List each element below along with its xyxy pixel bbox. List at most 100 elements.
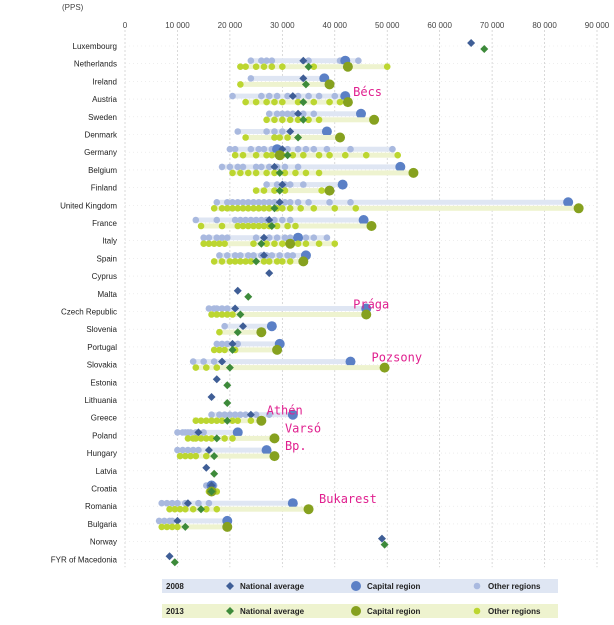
- range-bar-y13: [180, 453, 275, 459]
- capital-region-point-y08: [395, 161, 406, 172]
- other-region-point-y13: [302, 240, 310, 247]
- legend-year: 2008: [166, 582, 184, 591]
- other-region-point-y13: [265, 205, 273, 212]
- other-region-point-y08: [265, 163, 273, 171]
- capital-region-point-y08: [321, 126, 332, 137]
- x-tick-label: 50 000: [375, 21, 400, 30]
- other-region-point-y08: [250, 252, 257, 259]
- x-axis-ticks: 0 10 000 20 000 30 000 40 000 50 000 60 000 70 …: [123, 21, 610, 30]
- unit-label: (PPS): [62, 3, 84, 12]
- x-tick-label: 90 000: [585, 21, 610, 30]
- other-region-point-y13: [255, 205, 263, 212]
- other-region-point-y13: [271, 134, 278, 141]
- other-region-point-y08: [200, 358, 207, 365]
- national-average-point-y13: [170, 558, 179, 567]
- national-average-point-y08: [228, 339, 237, 348]
- country-row: Romania: [85, 498, 597, 515]
- other-region-point-y08: [268, 57, 276, 64]
- legend-national-marker: [226, 582, 234, 590]
- other-region-point-y13: [242, 98, 249, 106]
- legend-capital-label: Capital region: [367, 607, 420, 616]
- other-region-point-y13: [239, 151, 247, 159]
- capital-region-point-y08: [358, 215, 369, 225]
- legend-other-label: Other regions: [488, 607, 541, 616]
- capital-region-point-y13: [222, 521, 233, 532]
- national-average-point-y13: [228, 345, 237, 354]
- other-region-point-y08: [234, 199, 242, 206]
- annotation-label: Bécs: [353, 85, 382, 99]
- national-average-point-y08: [207, 393, 216, 401]
- country-row: Portugal: [87, 338, 597, 355]
- national-average-point-y08: [165, 552, 174, 561]
- other-region-point-y13: [271, 98, 278, 106]
- other-region-point-y13: [197, 435, 205, 442]
- range-bar-y08: [216, 341, 280, 347]
- other-region-point-y13: [265, 258, 273, 265]
- other-region-point-y13: [250, 240, 257, 247]
- national-average-point-y13: [207, 487, 216, 496]
- other-region-point-y13: [336, 98, 344, 106]
- other-region-point-y13: [271, 187, 278, 194]
- country-label: Portugal: [87, 343, 117, 352]
- other-region-point-y13: [279, 205, 286, 212]
- other-region-point-y08: [213, 216, 221, 224]
- capital-region-point-y08: [287, 498, 298, 509]
- other-region-point-y08: [239, 163, 247, 171]
- x-tick-label: 10 000: [165, 21, 190, 30]
- country-label: Slovenia: [86, 325, 117, 334]
- national-average-point-y13: [233, 328, 242, 337]
- other-region-point-y08: [271, 128, 278, 135]
- other-region-point-y13: [213, 311, 221, 318]
- other-region-point-y08: [234, 163, 242, 171]
- other-region-point-y08: [273, 92, 281, 100]
- legend-row: 2008 National average Capital region Other …: [162, 579, 558, 593]
- national-average-point-y08: [377, 534, 386, 543]
- other-region-point-y13: [208, 311, 215, 318]
- other-region-point-y08: [200, 234, 207, 241]
- other-region-point-y08: [289, 252, 297, 259]
- other-region-point-y08: [221, 322, 228, 330]
- other-region-point-y13: [234, 205, 242, 212]
- country-label: Estonia: [90, 378, 117, 387]
- country-label: Spain: [97, 254, 117, 263]
- range-bar-y13: [211, 312, 367, 317]
- other-region-point-y08: [302, 234, 310, 241]
- other-region-point-y08: [174, 446, 181, 454]
- capital-region-point-y13: [256, 327, 267, 338]
- other-region-point-y08: [258, 163, 265, 171]
- other-region-point-y13: [239, 205, 247, 212]
- national-average-point-y13: [304, 62, 313, 71]
- capital-region-point-y13: [361, 309, 372, 320]
- other-region-point-y13: [182, 505, 189, 513]
- national-average-point-y08: [204, 446, 213, 455]
- other-region-point-y08: [218, 305, 226, 312]
- other-region-point-y13: [315, 151, 323, 159]
- other-region-point-y13: [244, 205, 252, 212]
- other-region-point-y13: [315, 116, 323, 124]
- other-region-point-y13: [292, 169, 299, 177]
- other-region-point-y08: [281, 199, 289, 206]
- other-region-point-y13: [213, 364, 221, 371]
- other-region-point-y08: [265, 92, 273, 100]
- capital-region-point-y08: [232, 427, 243, 438]
- other-region-point-y13: [205, 240, 213, 247]
- country-row: Bulgaria: [88, 515, 597, 532]
- other-region-point-y08: [242, 411, 249, 419]
- legend-other-marker: [473, 607, 481, 615]
- country-label: Czech Republic: [61, 308, 117, 317]
- other-region-point-y13: [273, 222, 281, 230]
- range-bar-y13: [245, 135, 341, 140]
- other-region-point-y13: [260, 258, 268, 265]
- capital-region-point-y13: [335, 132, 346, 143]
- other-region-point-y13: [263, 151, 270, 159]
- other-region-point-y08: [205, 499, 213, 507]
- country-row: Slovenia: [86, 321, 597, 338]
- other-region-point-y08: [218, 234, 226, 241]
- other-region-point-y13: [182, 452, 189, 460]
- other-region-point-y13: [202, 417, 210, 425]
- other-region-point-y08: [252, 216, 260, 224]
- other-region-point-y13: [237, 63, 244, 70]
- other-region-point-y08: [300, 110, 307, 118]
- country-label: Lithuania: [85, 396, 118, 405]
